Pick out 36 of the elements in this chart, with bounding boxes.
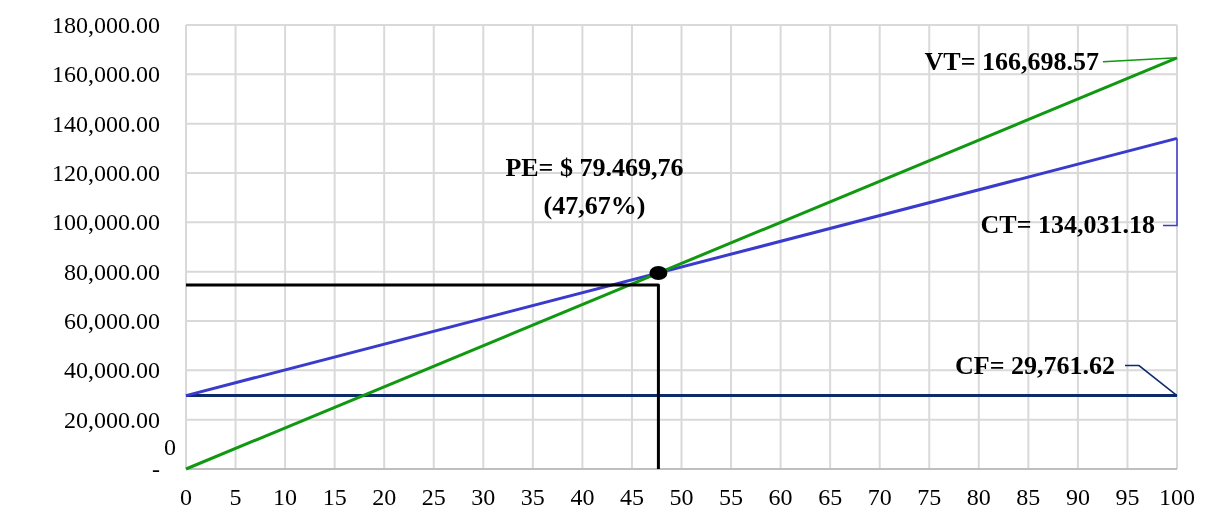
x-tick-label: 75: [917, 484, 942, 510]
x-tick-label: 55: [719, 484, 744, 510]
x-tick-label: 80: [966, 484, 991, 510]
x-tick-label: 30: [471, 484, 496, 510]
x-tick-label: 35: [520, 484, 545, 510]
y-tick-label: 160,000.00: [52, 61, 160, 88]
x-tick-label: 90: [1065, 484, 1090, 510]
x-tick-label: 45: [619, 484, 644, 510]
y-tick-label: 80,000.00: [64, 258, 160, 285]
annotation: PE= $ 79.469,76 (47,67%): [505, 152, 684, 220]
y-tick-label: 60,000.00: [64, 308, 160, 334]
x-tick-label: 60: [768, 484, 793, 510]
annotation: CT= 134,031.18: [980, 210, 1155, 240]
y-tick-label: 180,000.00: [52, 12, 160, 38]
x-tick-label: 50: [669, 484, 694, 510]
annotation: VT= 166,698.57: [924, 46, 1099, 76]
x-tick-label: 10: [273, 484, 298, 510]
y-tick-label: 40,000.00: [64, 357, 160, 384]
y-tick-label: 100,000.00: [52, 209, 160, 236]
y-tick-label: -: [152, 456, 160, 482]
x-tick-label: 85: [1016, 484, 1041, 510]
x-tick-label: 5: [229, 484, 242, 510]
x-tick-label: 20: [372, 484, 397, 510]
annotation: CF= 29,761.62: [955, 350, 1115, 380]
x-tick-label: 95: [1115, 484, 1140, 510]
y-tick-label: 140,000.00: [52, 110, 160, 137]
x-tick-label: 15: [322, 484, 347, 510]
annotation: 0: [164, 434, 176, 460]
y-tick-label: 20,000.00: [64, 406, 160, 433]
x-tick-label: 65: [818, 484, 843, 510]
x-tick-label: 100: [1159, 484, 1195, 510]
x-tick-label: 70: [867, 484, 892, 510]
x-tick-label: 0: [180, 484, 192, 510]
x-tick-label: 25: [421, 484, 446, 510]
y-tick-label: 120,000.00: [52, 160, 160, 186]
x-tick-label: 40: [570, 484, 595, 510]
